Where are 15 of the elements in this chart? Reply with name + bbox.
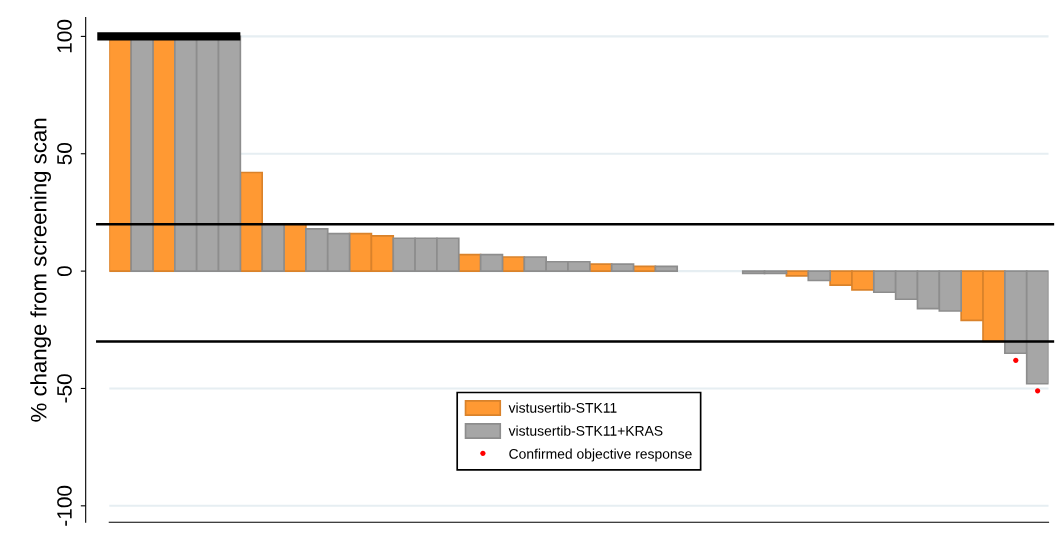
y-tick-label: -100 (57, 485, 72, 526)
legend-label: vistusertib-STK11 (508, 402, 617, 413)
y-tick-label: 0 (57, 266, 72, 277)
bar (785, 270, 810, 277)
bar (610, 263, 635, 272)
bar (479, 253, 504, 272)
y-axis-title: % change from screening scan (30, 118, 51, 422)
y-tick-label: -50 (57, 374, 72, 403)
y-tick-label: 100 (57, 19, 72, 53)
bar (261, 223, 285, 272)
bar (654, 265, 679, 272)
y-tick-label: 50 (57, 142, 72, 165)
legend-label: vistusertib-STK11+KRAS (508, 425, 663, 436)
bar (807, 270, 831, 282)
legend-label: Confirmed objective response (509, 448, 692, 462)
